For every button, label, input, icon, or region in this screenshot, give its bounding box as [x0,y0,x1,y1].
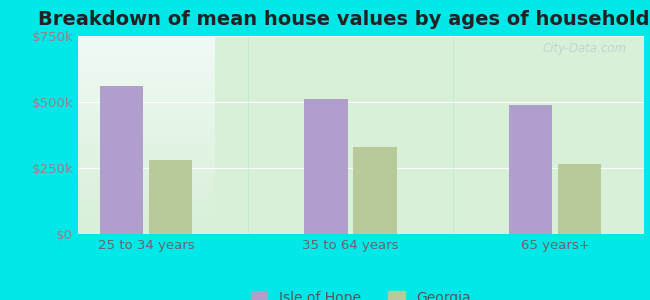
Title: Breakdown of mean house values by ages of householders: Breakdown of mean house values by ages o… [38,10,650,29]
Bar [508,105,552,234]
Bar [304,99,348,234]
Legend: Isle of Hope, Georgia: Isle of Hope, Georgia [245,285,476,300]
Bar [558,164,601,234]
Text: City-Data.com: City-Data.com [542,42,627,55]
Bar [100,86,144,234]
Bar [149,160,192,234]
Bar [353,147,397,234]
